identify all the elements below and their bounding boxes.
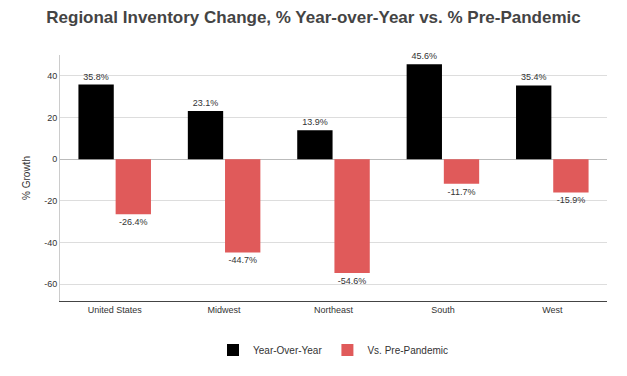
svg-text:Midwest: Midwest bbox=[208, 305, 242, 315]
svg-text:-44.7%: -44.7% bbox=[228, 255, 257, 265]
svg-text:40: 40 bbox=[47, 71, 57, 81]
svg-text:35.4%: 35.4% bbox=[521, 72, 547, 82]
svg-text:Vs. Pre-Pandemic: Vs. Pre-Pandemic bbox=[367, 345, 448, 356]
svg-text:-60: -60 bbox=[44, 279, 57, 289]
svg-text:-20: -20 bbox=[44, 196, 57, 206]
svg-text:-15.9%: -15.9% bbox=[557, 195, 586, 205]
svg-text:-11.7%: -11.7% bbox=[448, 187, 476, 197]
svg-text:45.6%: 45.6% bbox=[412, 51, 438, 61]
svg-text:35.8%: 35.8% bbox=[83, 72, 109, 82]
svg-text:United States: United States bbox=[88, 305, 143, 315]
svg-text:-26.4%: -26.4% bbox=[119, 217, 148, 227]
svg-text:23.1%: 23.1% bbox=[193, 98, 219, 108]
svg-text:13.9%: 13.9% bbox=[302, 117, 328, 127]
svg-text:-40: -40 bbox=[44, 238, 57, 248]
svg-text:Northeast: Northeast bbox=[314, 305, 354, 315]
svg-text:-54.6%: -54.6% bbox=[338, 276, 367, 286]
svg-text:% Growth: % Growth bbox=[21, 156, 32, 200]
svg-text:Year-Over-Year: Year-Over-Year bbox=[253, 345, 322, 356]
svg-text:20: 20 bbox=[47, 113, 57, 123]
svg-text:West: West bbox=[542, 305, 563, 315]
svg-text:0: 0 bbox=[52, 154, 57, 164]
svg-text:Regional Inventory Change, % Y: Regional Inventory Change, % Year-over-Y… bbox=[46, 8, 580, 27]
svg-text:South: South bbox=[431, 305, 455, 315]
